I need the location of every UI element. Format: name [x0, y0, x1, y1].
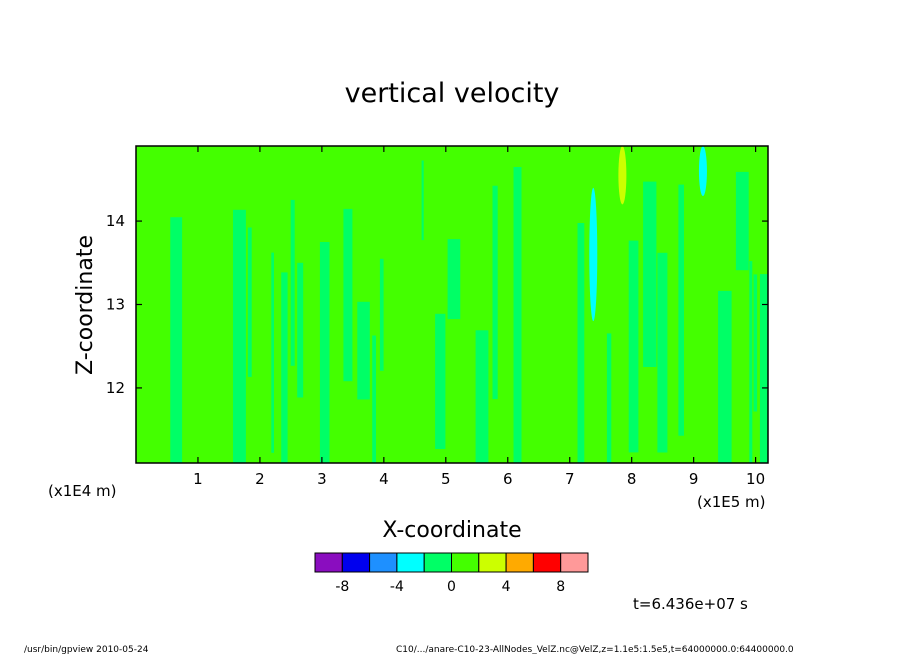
- y-tick-label: 12: [106, 379, 125, 397]
- colorbar-swatch: [560, 552, 589, 573]
- x-axis-label: X-coordinate: [382, 518, 521, 543]
- velocity-feature: [698, 146, 707, 197]
- colorbar-swatch: [396, 552, 425, 573]
- colorbar-tick-label: -8: [335, 579, 349, 595]
- field-patch: [753, 274, 758, 412]
- x-tick-label: 6: [503, 470, 513, 488]
- colorbar-swatch: [478, 552, 507, 573]
- field-patch: [749, 261, 753, 463]
- colorbar-tick-label: 8: [556, 579, 565, 595]
- x-axis-ticks: 1 2 3 4 5 6 7 8 9 10: [193, 146, 765, 488]
- field-patch: [343, 208, 353, 382]
- field-patch: [372, 335, 376, 463]
- x-tick-label: 4: [379, 470, 389, 488]
- plot-area: [136, 146, 768, 463]
- field-patch: [247, 227, 252, 377]
- colorbar-swatch: [423, 552, 453, 573]
- x-tick-label: 10: [746, 470, 765, 488]
- time-label: t=6.436e+07 s: [633, 595, 748, 613]
- colorbar-swatch: [505, 552, 534, 573]
- field-patch: [492, 185, 498, 400]
- field-patch: [281, 272, 288, 463]
- field-patch: [421, 160, 424, 241]
- x-tick-label: 8: [627, 470, 637, 488]
- field-patch: [379, 258, 384, 371]
- field-patch: [290, 199, 295, 366]
- x-tick-label: 3: [317, 470, 327, 488]
- field-patch: [513, 167, 522, 463]
- field-patch: [271, 252, 274, 453]
- field-patch: [357, 301, 370, 400]
- colorbar-swatch: [532, 552, 562, 573]
- field-patch: [718, 290, 732, 463]
- field-patch: [643, 181, 657, 367]
- colorbar-swatch: [314, 552, 343, 573]
- colorbar-tick-label: 4: [502, 579, 511, 595]
- velocity-features: [589, 146, 707, 322]
- field-patch: [435, 313, 446, 449]
- field-patch: [233, 209, 246, 463]
- x-tick-label: 7: [565, 470, 575, 488]
- field-patch: [735, 171, 749, 271]
- colorbar-swatch: [369, 552, 398, 573]
- velocity-field: [170, 160, 768, 463]
- y-tick-label: 13: [106, 296, 125, 314]
- field-patch: [577, 223, 585, 463]
- y-axis-ticks: 12 13 14: [106, 212, 768, 397]
- field-patch: [170, 217, 183, 463]
- colorbar-swatch: [451, 552, 480, 573]
- x-tick-label: 9: [689, 470, 699, 488]
- x-tick-label: 1: [193, 470, 203, 488]
- velocity-feature: [589, 187, 598, 322]
- y-axis-label: Z-coordinate: [73, 235, 98, 375]
- footer-right: C10/.../anare-C10-23-AllNodes_VelZ.nc@Ve…: [396, 645, 794, 654]
- footer-left: /usr/bin/gpview 2010-05-24: [24, 645, 149, 654]
- y-unit-label: (x1E4 m): [48, 482, 117, 500]
- field-patch: [759, 274, 768, 463]
- x-tick-label: 5: [441, 470, 451, 488]
- chart-title: vertical velocity: [345, 78, 560, 109]
- field-patch: [475, 330, 489, 463]
- colorbar-swatch: [341, 552, 371, 573]
- colorbar: [314, 552, 589, 573]
- x-unit-label: (x1E5 m): [697, 493, 766, 511]
- colorbar-tick-label: -4: [390, 579, 404, 595]
- field-patch: [447, 239, 461, 320]
- field-patch: [606, 333, 612, 463]
- velocity-feature: [618, 146, 627, 205]
- x-tick-label: 2: [255, 470, 265, 488]
- field-patch: [297, 262, 304, 398]
- colorbar-tick-label: 0: [447, 579, 456, 595]
- y-tick-label: 14: [106, 212, 125, 230]
- field-patch: [319, 242, 330, 463]
- field-patch: [628, 240, 639, 453]
- colorbar-labels: -8 -4 0 4 8: [335, 579, 565, 595]
- field-patch: [678, 184, 684, 436]
- field-patch: [657, 252, 668, 453]
